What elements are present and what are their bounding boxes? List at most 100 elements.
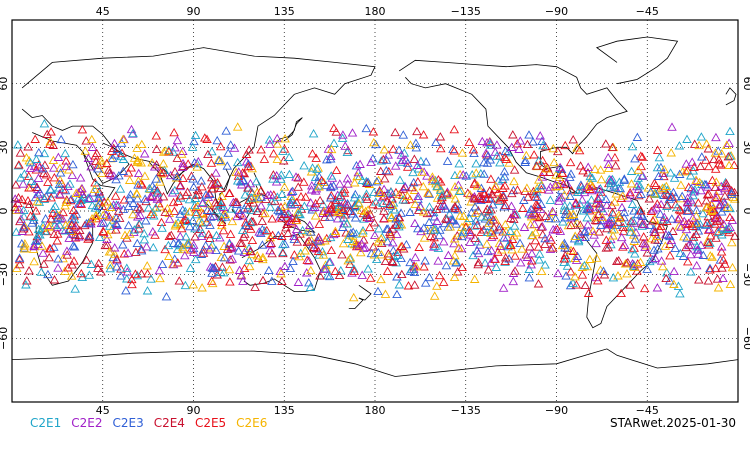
obs-triangle — [188, 182, 199, 191]
obs-triangle — [46, 214, 56, 223]
obs-triangle — [324, 257, 334, 266]
obs-triangle — [472, 181, 483, 190]
obs-triangle — [306, 265, 316, 275]
obs-triangle — [190, 200, 200, 210]
obs-triangle — [449, 272, 460, 282]
obs-triangle — [190, 254, 201, 264]
obs-triangle — [466, 197, 476, 206]
obs-triangle — [245, 178, 256, 188]
obs-triangle — [414, 242, 424, 251]
obs-triangle — [104, 212, 114, 221]
axis-labels: 45 45 90 90 135 135 180 180 −135 −135 −90 −90 −45 −45… — [0, 5, 750, 417]
obs-triangle — [326, 190, 337, 200]
obs-triangle — [335, 179, 345, 188]
obs-triangle — [323, 205, 334, 214]
obs-triangle — [175, 191, 186, 200]
obs-triangle — [674, 169, 685, 178]
obs-triangle — [512, 185, 523, 194]
obs-triangle — [661, 229, 671, 239]
obs-triangle — [509, 209, 519, 219]
obs-triangle — [531, 161, 542, 170]
obs-triangle — [202, 134, 212, 143]
obs-triangle — [591, 253, 602, 262]
obs-triangle — [76, 195, 86, 205]
obs-triangle — [314, 182, 324, 191]
obs-triangle — [694, 275, 704, 284]
obs-triangle — [376, 238, 387, 248]
obs-triangle — [655, 224, 665, 234]
obs-triangle — [577, 195, 587, 204]
obs-triangle — [409, 185, 420, 194]
obs-triangle — [413, 194, 423, 203]
obs-triangle — [296, 191, 306, 201]
obs-triangle — [244, 255, 255, 265]
obs-triangle — [198, 245, 209, 254]
legend-item-c2e5: C2E5 — [194, 416, 227, 430]
obs-triangle — [696, 185, 706, 195]
obs-triangle — [540, 260, 550, 269]
obs-triangle — [619, 175, 629, 184]
obs-triangle — [420, 278, 431, 287]
obs-triangle — [473, 259, 483, 269]
obs-triangle — [468, 250, 478, 260]
obs-triangle — [493, 247, 503, 256]
obs-triangle — [279, 209, 290, 218]
obs-triangle — [285, 199, 296, 208]
obs-triangle — [488, 199, 498, 209]
obs-triangle — [200, 240, 211, 250]
obs-triangle — [189, 157, 200, 167]
obs-triangle — [438, 236, 449, 246]
obs-triangle — [579, 260, 590, 270]
lon-label-top: −135 — [451, 5, 481, 18]
obs-triangle — [629, 206, 639, 215]
obs-triangle — [508, 276, 519, 286]
obs-triangle — [489, 222, 499, 232]
obs-triangle — [419, 233, 430, 242]
obs-triangle — [293, 277, 304, 286]
obs-triangle — [272, 133, 282, 143]
obs-triangle — [91, 210, 101, 219]
obs-triangle — [486, 194, 496, 203]
obs-triangle — [729, 160, 739, 169]
obs-triangle — [427, 172, 438, 181]
obs-triangle — [288, 256, 298, 266]
obs-triangle — [630, 153, 640, 163]
obs-triangle — [370, 230, 380, 240]
obs-triangle — [49, 172, 60, 182]
obs-triangle — [33, 239, 43, 248]
obs-triangle — [557, 240, 568, 250]
obs-triangle — [607, 207, 618, 217]
obs-triangle — [583, 288, 594, 297]
obs-triangle — [575, 161, 586, 170]
obs-triangle — [410, 252, 421, 262]
obs-triangle — [437, 192, 447, 202]
obs-triangle — [524, 264, 534, 273]
obs-triangle — [278, 247, 288, 257]
obs-triangle — [196, 249, 207, 258]
obs-triangle — [424, 272, 435, 282]
obs-triangle — [350, 213, 361, 222]
obs-triangle — [703, 225, 714, 234]
obs-triangle — [259, 226, 270, 235]
obs-triangle — [362, 178, 372, 187]
obs-triangle — [627, 199, 638, 208]
obs-triangle — [221, 126, 231, 135]
obs-triangle — [263, 190, 273, 199]
obs-triangle — [241, 149, 252, 158]
obs-triangle — [417, 167, 427, 176]
obs-triangle — [211, 205, 222, 215]
obs-triangle — [472, 245, 482, 255]
obs-triangle — [116, 271, 126, 280]
obs-triangle — [216, 212, 227, 222]
obs-triangle — [90, 151, 101, 160]
obs-triangle — [241, 220, 251, 230]
obs-triangle — [69, 222, 80, 231]
obs-triangle — [358, 225, 368, 235]
obs-triangle — [86, 161, 96, 171]
obs-triangle — [267, 276, 277, 285]
obs-triangle — [45, 184, 56, 193]
obs-triangle — [131, 204, 142, 214]
obs-triangle — [286, 187, 297, 196]
obs-triangle — [435, 132, 446, 141]
obs-triangle — [540, 141, 551, 151]
